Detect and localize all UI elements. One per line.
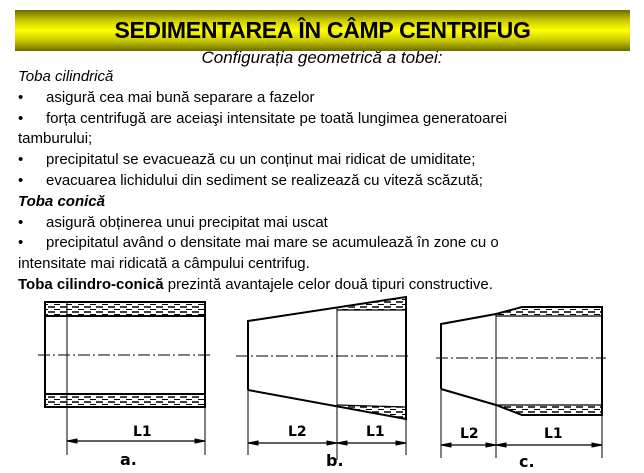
bullet-continuation: intensitate mai ridicată a câmpului cent… bbox=[18, 255, 310, 273]
bullet-icon: • bbox=[18, 88, 24, 106]
bullet-icon: • bbox=[18, 151, 24, 169]
dimension-label-l2: L2 bbox=[288, 424, 307, 440]
figure-label-a: a. bbox=[120, 450, 137, 469]
bullet-item: • evacuarea lichidului din sediment se re… bbox=[18, 171, 628, 192]
dimension-label-l1: L1 bbox=[366, 424, 385, 440]
slide-subtitle: Configurația geometrică a tobei: bbox=[201, 48, 443, 67]
dimension-label-l1: L1 bbox=[133, 424, 152, 440]
diagram-conical: L2 L1 b. bbox=[236, 295, 410, 470]
bullet-item: • precipitatul având o densitate mai mare… bbox=[18, 233, 628, 254]
section-heading-conical: Toba conică bbox=[18, 192, 105, 210]
bullet-item: • precipitatul se evacuează cu un conținu… bbox=[18, 150, 628, 171]
conclusion: Toba cilindro-conică prezintă avantajele… bbox=[18, 275, 493, 293]
figure-label-c: c. bbox=[519, 452, 535, 471]
bullet-item: • asigură cea mai bună separare a fazelor bbox=[18, 88, 628, 109]
bullet-continuation: tamburului; bbox=[18, 130, 93, 148]
bullet-icon: • bbox=[18, 171, 24, 189]
conclusion-heading: Toba cilindro-conică bbox=[18, 275, 164, 293]
title-bar: SEDIMENTAREA ÎN CÂMP CENTRIFUG bbox=[15, 10, 630, 51]
diagram-cylindrical: L1 a. bbox=[38, 301, 213, 469]
bullet-icon: • bbox=[18, 109, 24, 127]
bullet-icon: • bbox=[18, 213, 24, 231]
bullet-item: • asigură obținerea unui precipitat mai u… bbox=[18, 213, 628, 234]
figure-label-b: b. bbox=[326, 451, 344, 470]
dimension-label-l1: L1 bbox=[544, 426, 563, 442]
section-heading-cylindrical: Toba cilindrică bbox=[18, 68, 114, 85]
slide-title: SEDIMENTAREA ÎN CÂMP CENTRIFUG bbox=[114, 17, 531, 43]
bullet-icon: • bbox=[18, 234, 24, 252]
diagram-cylindro-conical: L2 L1 c. bbox=[436, 306, 606, 471]
bullet-item: • forța centrifugă are aceiaşi intensitat… bbox=[18, 109, 628, 130]
slide-body: Toba cilindrică • asigură cea mai bună se… bbox=[18, 67, 628, 296]
dimension-label-l2: L2 bbox=[460, 426, 479, 442]
